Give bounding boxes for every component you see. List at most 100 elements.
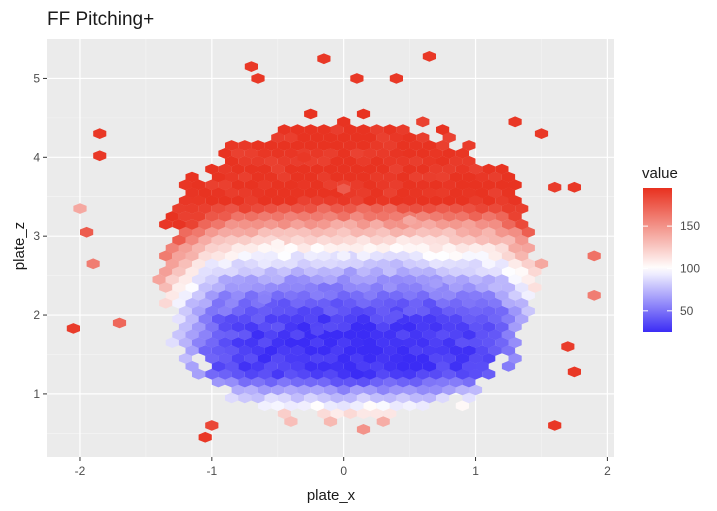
hex-cell: [488, 187, 502, 199]
hex-cell: [475, 171, 489, 183]
hex-cell: [238, 234, 252, 246]
hex-cell: [422, 171, 436, 183]
hex-cell: [198, 219, 212, 230]
hex-cell: [356, 282, 371, 293]
hex-cell: [462, 250, 476, 262]
hex-cell: [211, 203, 225, 214]
hex-cell: [488, 171, 502, 183]
hex-cell: [317, 234, 331, 246]
hex-cell: [501, 297, 516, 309]
y-tick-label: 2: [33, 308, 40, 322]
hex-cell: [501, 171, 516, 183]
hex-cell: [409, 360, 423, 372]
hex-cell: [317, 53, 331, 65]
hex-cell: [185, 219, 199, 230]
hex-cell: [343, 140, 357, 151]
hex-cell: [185, 187, 199, 199]
hex-cell: [429, 226, 443, 238]
hex-cell: [192, 226, 206, 238]
hex-cell: [218, 226, 232, 238]
hex-cell: [356, 313, 371, 325]
hex-cell: [192, 290, 206, 301]
hex-cell: [330, 392, 344, 404]
hex-cell: [211, 329, 225, 341]
hex-cell: [317, 187, 331, 199]
hex-cell: [376, 274, 390, 285]
hex-cell: [363, 368, 377, 380]
hex-cell: [251, 234, 265, 246]
hex-cell: [356, 108, 371, 120]
hex-cell: [264, 376, 278, 388]
hex-cell: [501, 329, 516, 341]
hex-cell: [323, 132, 338, 143]
hex-cell: [304, 140, 318, 151]
hex-cell: [231, 226, 245, 238]
hex-cell: [178, 258, 192, 270]
hex-cell: [343, 282, 357, 293]
hex-cell: [449, 329, 463, 341]
hex-cell: [271, 195, 285, 206]
hex-cell: [442, 353, 456, 364]
hex-cell: [218, 274, 232, 285]
hex-cell: [284, 242, 298, 254]
hex-cell: [310, 290, 324, 301]
hex-cell: [482, 353, 496, 364]
hex-cell: [356, 424, 371, 435]
hex-cell: [403, 368, 417, 380]
hex-cell: [475, 345, 489, 356]
hex-cell: [323, 384, 338, 396]
hex-cell: [330, 408, 344, 419]
hex-cell: [356, 124, 371, 136]
hex-cell: [238, 203, 252, 214]
hex-cell: [323, 211, 338, 222]
hex-cell: [455, 163, 469, 175]
hex-cell: [488, 250, 502, 262]
hex-cell: [304, 313, 318, 325]
hex-cell: [277, 203, 291, 214]
hex-cell: [277, 376, 291, 388]
hex-cell: [508, 211, 522, 222]
hex-cell: [363, 148, 377, 159]
hex-cell: [284, 211, 298, 222]
hex-cell: [515, 313, 529, 325]
hex-cell: [482, 226, 496, 238]
hex-cell: [449, 360, 463, 372]
hex-cell: [436, 345, 450, 356]
hex-cell: [495, 258, 509, 270]
hex-cell: [205, 179, 219, 191]
hex-cell: [80, 226, 94, 238]
hex-cell: [383, 408, 397, 419]
hex-cell: [422, 360, 436, 372]
hex-cell: [528, 266, 542, 277]
hex-cell: [449, 266, 463, 277]
hex-cell: [244, 242, 258, 254]
hex-cell: [422, 219, 436, 230]
hex-cell: [416, 290, 430, 301]
hex-cell: [455, 226, 469, 238]
hex-cell: [244, 226, 258, 238]
hex-cell: [277, 266, 291, 277]
hex-cell: [277, 345, 291, 356]
hex-cell: [337, 290, 351, 301]
hex-cell: [370, 408, 384, 419]
hex-cell: [238, 219, 252, 230]
hex-cell: [429, 368, 443, 380]
hex-cell: [238, 171, 252, 183]
hex-cell: [363, 342, 377, 354]
hex-cell: [370, 187, 384, 199]
hex-cell: [449, 203, 463, 214]
hex-cell: [350, 384, 364, 396]
hex-cell: [277, 282, 291, 293]
hex-cell: [159, 250, 173, 262]
hex-cell: [231, 179, 245, 191]
hex-cell: [482, 274, 496, 285]
hex-cell: [323, 321, 338, 333]
hex-cell: [231, 242, 245, 254]
hex-cell: [403, 195, 417, 206]
hex-cell: [244, 321, 258, 333]
hex-cell: [310, 337, 324, 348]
hex-cell: [323, 337, 338, 348]
hex-cell: [442, 179, 456, 191]
hex-cell: [370, 219, 384, 230]
hex-cell: [389, 148, 403, 159]
